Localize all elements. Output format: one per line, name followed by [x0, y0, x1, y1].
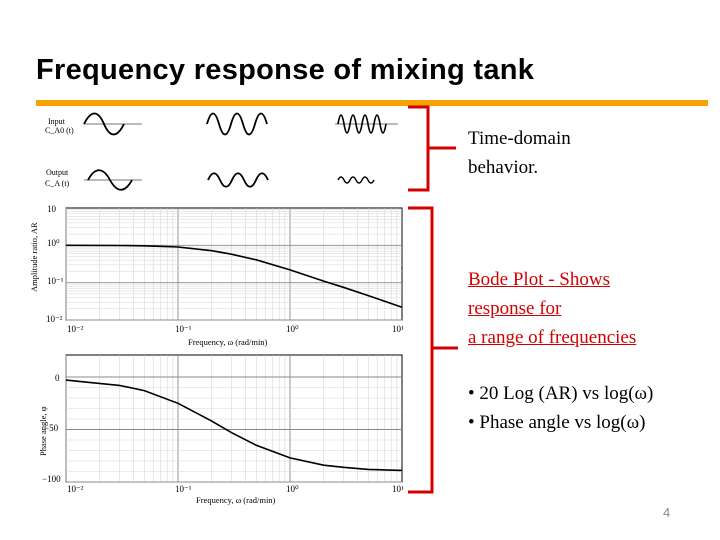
phase-xtick-1: 10⁰ [286, 484, 299, 494]
bode-line[interactable]: a range of frequencies [468, 327, 637, 348]
bode-line[interactable]: Bode Plot - Shows [468, 269, 610, 290]
output-wave-high [337, 176, 375, 184]
amp-xlabel: Frequency, ω (rad/min) [188, 337, 268, 347]
amp-xtick-0p1: 10⁻¹ [175, 324, 192, 334]
output-wave-mid [207, 172, 269, 188]
output-var-label: C_A (t) [45, 179, 70, 188]
amp-ytick-10: 10 [47, 204, 57, 214]
phase-plot-frame [65, 354, 403, 483]
input-wave-mid [206, 112, 268, 136]
amp-xtick-1: 10⁰ [286, 324, 299, 334]
phase-ylabel: Phase angle, φ [38, 406, 48, 456]
phase-grid [65, 355, 402, 483]
phase-ytick-100: −100 [42, 474, 61, 484]
amp-ytick-1: 10⁰ [47, 238, 60, 248]
amp-xtick-0p01: 10⁻² [67, 324, 84, 334]
phase-xtick-0p01: 10⁻² [67, 484, 84, 494]
input-wave-high [337, 114, 387, 134]
bracket-time-domain [408, 105, 456, 192]
amp-ylabel: Amplitude ratio, AR [29, 222, 39, 292]
bode-plot-link[interactable]: Bode Plot - Shows response for a range o… [468, 265, 636, 352]
input-wave-low [83, 112, 125, 136]
amp-ytick-0p1: 10⁻¹ [47, 276, 64, 286]
amplitude-grid [65, 208, 402, 321]
phase-plot: 0 −50 −100 10⁻² 10⁻¹ 10⁰ 10¹ Frequency, … [38, 354, 404, 505]
slide-title: Frequency response of mixing tank [36, 54, 535, 86]
time-domain-line: behavior. [468, 157, 539, 178]
phase-xtick-10: 10¹ [392, 484, 404, 494]
waveform-panel: Input C_A0 (t) Output C_A (t) [45, 112, 398, 191]
phase-curve [65, 379, 403, 472]
output-label: Output [46, 168, 69, 177]
input-label: Input [48, 117, 66, 126]
output-wave-low [87, 169, 133, 191]
input-var-label: C_A0 (t) [45, 126, 74, 135]
time-domain-text: Time-domain behavior. [468, 124, 571, 182]
bullet-item: • Phase angle vs log(ω) [468, 412, 646, 433]
bullet-item: • 20 Log (AR) vs log(ω) [468, 383, 654, 404]
phase-xtick-0p1: 10⁻¹ [175, 484, 192, 494]
bode-line[interactable]: response for [468, 298, 562, 319]
phase-xlabel: Frequency, ω (rad/min) [196, 495, 276, 505]
bracket-bode [408, 206, 458, 494]
phase-ytick-50: −50 [44, 423, 59, 433]
phase-ytick-0: 0 [55, 373, 60, 383]
red-brackets [408, 105, 458, 494]
page-number: 4 [663, 505, 671, 520]
amp-ytick-0p01: 10⁻² [46, 314, 63, 324]
time-domain-line: Time-domain [468, 128, 571, 149]
amplitude-curve [65, 244, 403, 308]
amplitude-plot-frame [65, 207, 403, 321]
title-underline [36, 100, 708, 106]
bullet-list: • 20 Log (AR) vs log(ω) • Phase angle vs… [468, 379, 653, 437]
amp-xtick-10: 10¹ [392, 324, 404, 334]
amplitude-plot: 10 10⁰ 10⁻¹ 10⁻² 10⁻² 10⁻¹ 10⁰ 10¹ Frequ… [29, 204, 404, 347]
